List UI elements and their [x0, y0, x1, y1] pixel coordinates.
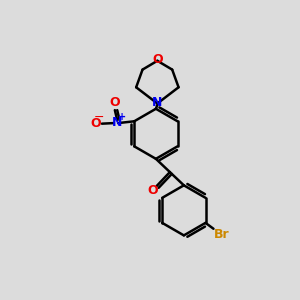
Text: −: − — [94, 111, 104, 124]
Text: O: O — [147, 184, 158, 197]
Text: +: + — [118, 112, 126, 122]
Text: O: O — [90, 117, 101, 130]
Text: O: O — [110, 96, 120, 109]
Text: Br: Br — [214, 228, 230, 241]
Text: O: O — [152, 53, 163, 66]
Text: N: N — [112, 116, 122, 129]
Text: N: N — [152, 96, 163, 109]
